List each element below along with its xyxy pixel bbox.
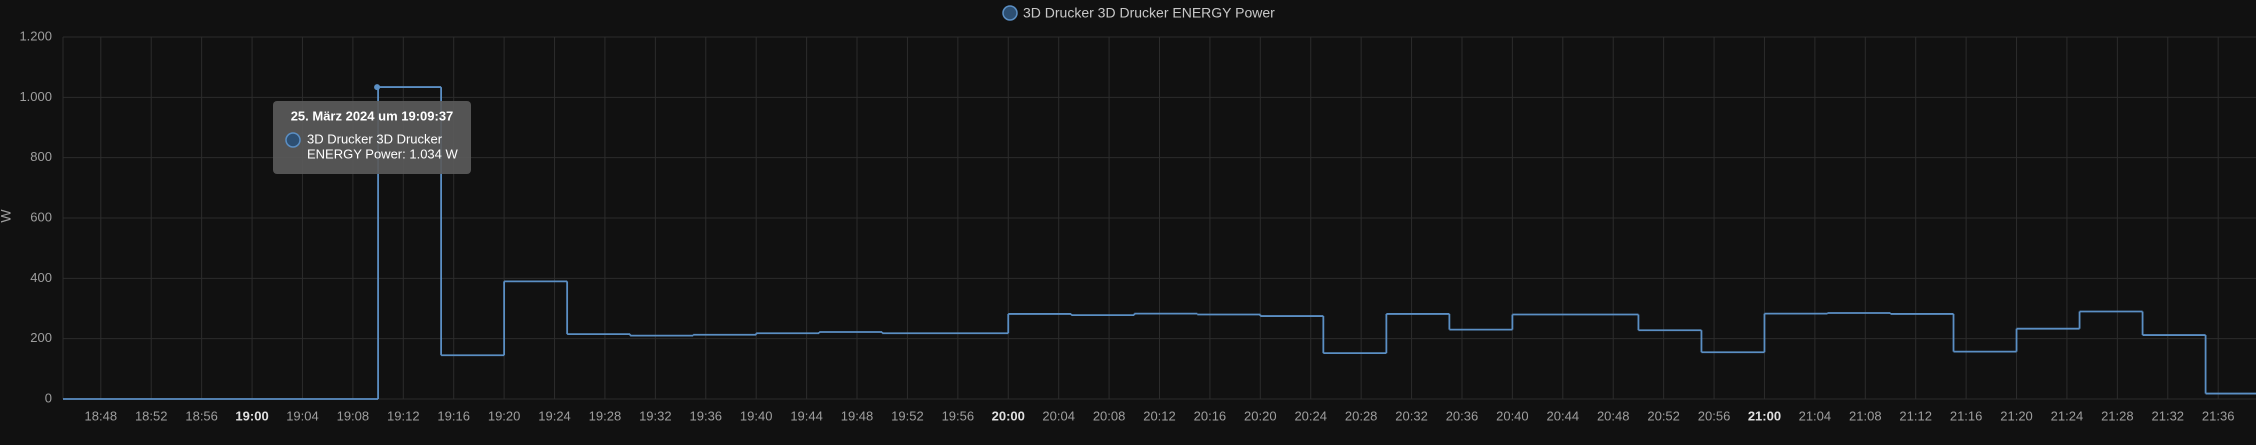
x-tick-label: 21:36 (2202, 408, 2235, 423)
y-tick-label: 800 (30, 149, 52, 164)
x-tick-label: 19:36 (690, 408, 723, 423)
plot (63, 84, 2256, 400)
x-tick-label: 19:24 (538, 408, 571, 423)
x-tick-label: 19:12 (387, 408, 420, 423)
x-tick-label: 20:56 (1698, 408, 1731, 423)
tooltip-swatch (285, 132, 301, 148)
tooltip-title: 25. März 2024 um 19:09:37 (291, 108, 454, 123)
y-axis-label: W (0, 209, 14, 223)
y-tick-label: 1.000 (19, 89, 52, 104)
x-tick-label: 20:24 (1294, 408, 1327, 423)
tooltip-box (273, 101, 471, 174)
x-tick-label: 21:12 (1899, 408, 1932, 423)
x-tick-label: 19:16 (437, 408, 470, 423)
x-tick-label: 21:20 (2000, 408, 2033, 423)
x-tick-label: 19:28 (589, 408, 622, 423)
x-tick-label: 20:12 (1143, 408, 1176, 423)
x-tick-label: 20:20 (1244, 408, 1277, 423)
x-tick-label: 20:32 (1395, 408, 1428, 423)
x-tick-label: 21:04 (1799, 408, 1832, 423)
x-tick-label: 21:32 (2152, 408, 2185, 423)
x-tick-label: 20:44 (1547, 408, 1580, 423)
x-tick-label: 18:48 (85, 408, 118, 423)
x-tick-label: 19:52 (891, 408, 924, 423)
x-tick-label: 19:20 (488, 408, 521, 423)
hover-point (374, 84, 381, 91)
x-tick-label: 20:28 (1345, 408, 1378, 423)
y-tick-label: 200 (30, 330, 52, 345)
x-tick-label: 21:24 (2051, 408, 2084, 423)
y-tick-label: 400 (30, 270, 52, 285)
x-tick-label: 18:56 (185, 408, 218, 423)
x-tick-label: 20:00 (992, 408, 1025, 423)
x-tick-label: 20:52 (1647, 408, 1680, 423)
x-tick-label: 20:48 (1597, 408, 1630, 423)
legend-swatch[interactable] (1002, 5, 1018, 21)
y-tick-label: 0 (45, 390, 52, 405)
x-tick-label: 18:52 (135, 408, 168, 423)
x-tick-label: 19:00 (235, 408, 268, 423)
x-tick-label: 21:08 (1849, 408, 1882, 423)
x-tick-label: 20:08 (1093, 408, 1126, 423)
x-tick-label: 21:00 (1748, 408, 1781, 423)
tooltip-line: 3D Drucker 3D Drucker (307, 131, 443, 146)
x-tick-label: 20:36 (1446, 408, 1479, 423)
x-tick-label: 19:56 (942, 408, 975, 423)
tooltip: 25. März 2024 um 19:09:37 3D Drucker 3D … (273, 101, 471, 174)
legend-label[interactable]: 3D Drucker 3D Drucker ENERGY Power (1023, 5, 1275, 21)
tooltip-line: ENERGY Power: 1.034 W (307, 146, 458, 161)
x-tick-label: 21:28 (2101, 408, 2134, 423)
x-tick-label: 20:04 (1042, 408, 1075, 423)
x-tick-label: 19:44 (790, 408, 823, 423)
x-tick-label: 20:40 (1496, 408, 1529, 423)
x-tick-label: 19:08 (337, 408, 370, 423)
x-tick-label: 19:32 (639, 408, 672, 423)
x-tick-label: 20:16 (1194, 408, 1227, 423)
x-tick-label: 21:16 (1950, 408, 1983, 423)
y-tick-label: 600 (30, 209, 52, 224)
x-tick-label: 19:40 (740, 408, 773, 423)
y-tick-label: 1.200 (19, 28, 52, 43)
grid (62, 36, 2256, 400)
x-tick-label: 19:04 (286, 408, 319, 423)
x-tick-label: 19:48 (841, 408, 874, 423)
